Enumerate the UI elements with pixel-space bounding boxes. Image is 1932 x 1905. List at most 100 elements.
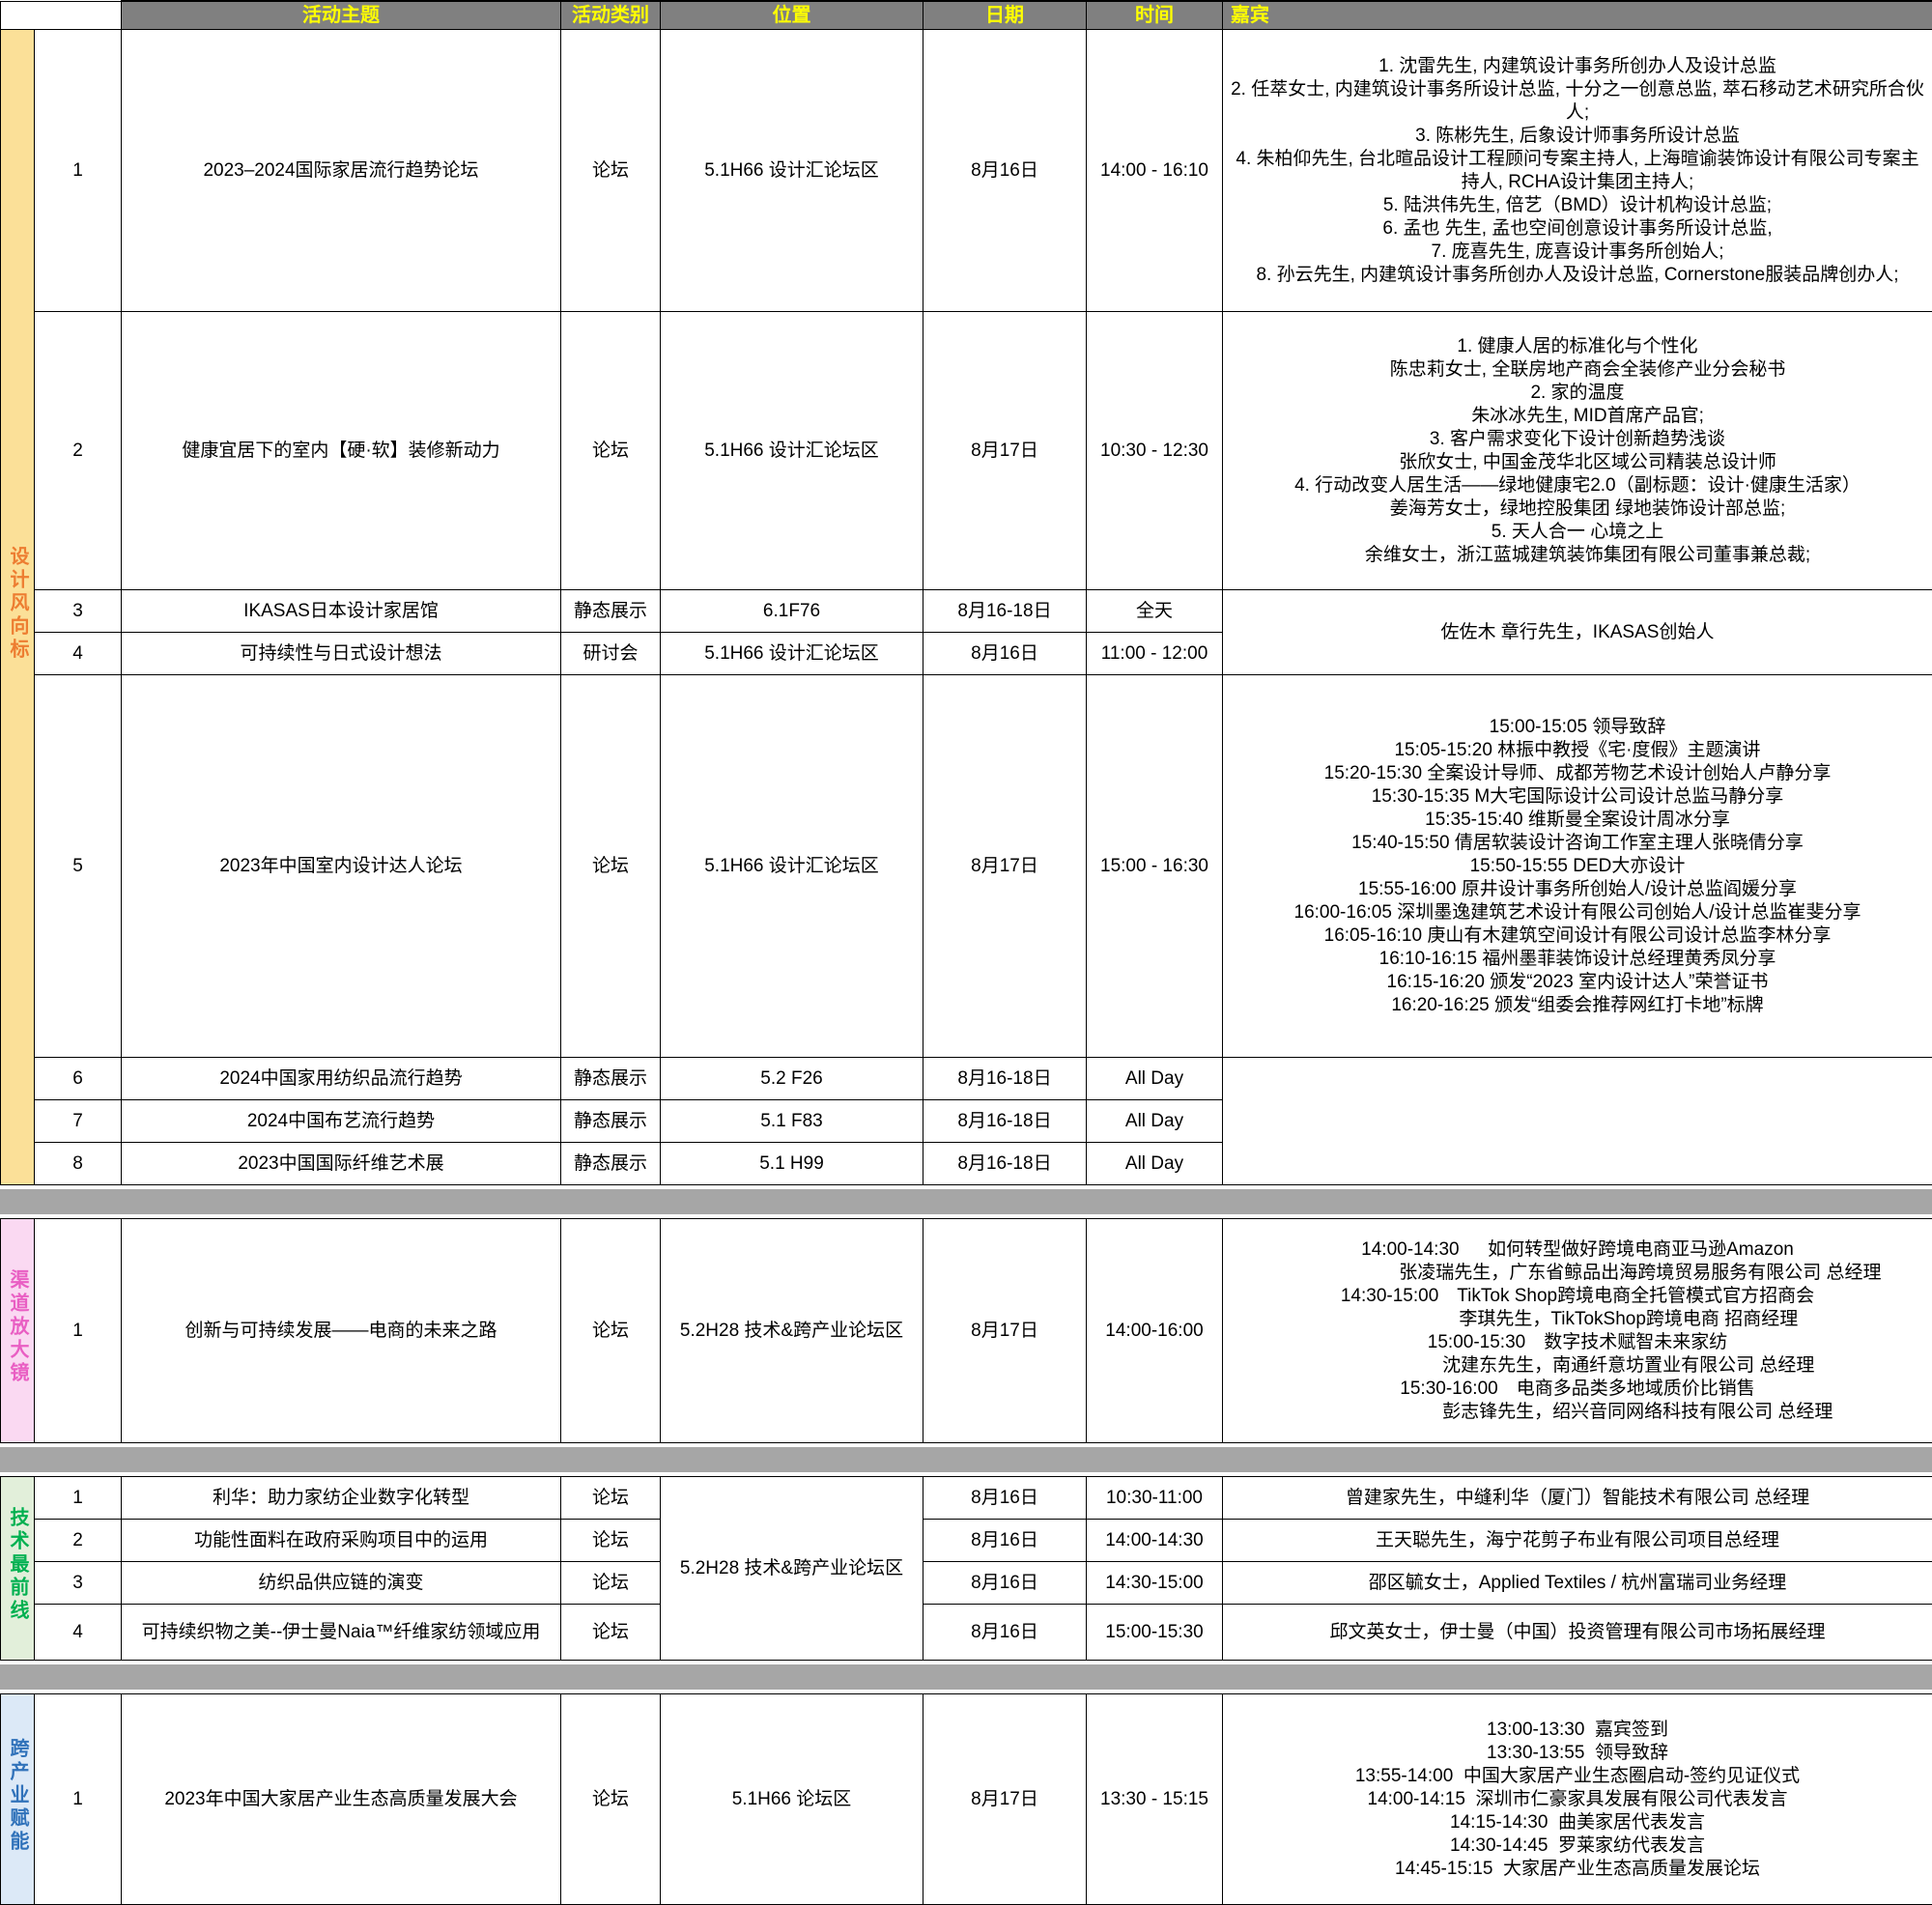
event-theme: 2023年中国大家居产业生态高质量发展大会 <box>122 1694 561 1905</box>
event-guests: 15:00-15:05 领导致辞 15:05-15:20 林振中教授《宅·度假》… <box>1223 675 1932 1058</box>
event-time: All Day <box>1087 1143 1223 1185</box>
event-theme: 创新与可持续发展——电商的未来之路 <box>122 1219 561 1443</box>
event-no: 1 <box>35 1477 122 1520</box>
event-theme: 功能性面料在政府采购项目中的运用 <box>122 1520 561 1562</box>
table-row: 2 健康宜居下的室内【硬·软】装修新动力 论坛 5.1H66 设计汇论坛区 8月… <box>1 312 1932 590</box>
table-row: 设计风向标 1 2023–2024国际家居流行趋势论坛 论坛 5.1H66 设计… <box>1 30 1932 312</box>
event-date: 8月17日 <box>923 312 1087 590</box>
event-type: 论坛 <box>561 1520 661 1562</box>
table-row: 渠道放大镜 1 创新与可持续发展——电商的未来之路 论坛 5.2H28 技术&跨… <box>1 1219 1932 1443</box>
event-theme: 2024中国家用纺织品流行趋势 <box>122 1058 561 1100</box>
event-type: 论坛 <box>561 1477 661 1520</box>
event-date: 8月16日 <box>923 1605 1087 1661</box>
event-guests: 14:00-14:30 如何转型做好跨境电商亚马逊Amazon 张凌瑞先生，广东… <box>1223 1219 1932 1443</box>
event-theme: 纺织品供应链的演变 <box>122 1562 561 1605</box>
event-date: 8月17日 <box>923 675 1087 1058</box>
event-theme: 利华：助力家纺企业数字化转型 <box>122 1477 561 1520</box>
header-time: 时间 <box>1087 1 1223 30</box>
header-guests: 嘉宾 <box>1223 1 1932 30</box>
event-no: 3 <box>35 1562 122 1605</box>
section-label-text: 渠道放大镜 <box>6 1269 29 1385</box>
event-time: 15:00-15:30 <box>1087 1605 1223 1661</box>
event-type: 论坛 <box>561 1562 661 1605</box>
event-theme: 2023–2024国际家居流行趋势论坛 <box>122 30 561 312</box>
event-no: 4 <box>35 633 122 675</box>
event-location: 5.2 F26 <box>661 1058 923 1100</box>
event-guests: 邱文英女士，伊士曼（中国）投资管理有限公司市场拓展经理 <box>1223 1605 1932 1661</box>
event-guests: 邵区毓女士，Applied Textiles / 杭州富瑞司业务经理 <box>1223 1562 1932 1605</box>
event-type: 论坛 <box>561 1694 661 1905</box>
event-no: 1 <box>35 1694 122 1905</box>
event-date: 8月16日 <box>923 633 1087 675</box>
event-location: 6.1F76 <box>661 590 923 633</box>
event-time: 10:30-11:00 <box>1087 1477 1223 1520</box>
table-row: 3 纺织品供应链的演变 论坛 8月16日 14:30-15:00 邵区毓女士，A… <box>1 1562 1932 1605</box>
event-no: 6 <box>35 1058 122 1100</box>
event-theme: 健康宜居下的室内【硬·软】装修新动力 <box>122 312 561 590</box>
event-location: 5.1H66 设计汇论坛区 <box>661 675 923 1058</box>
event-location: 5.1H66 设计汇论坛区 <box>661 30 923 312</box>
table-row: 5 2023年中国室内设计达人论坛 论坛 5.1H66 设计汇论坛区 8月17日… <box>1 675 1932 1058</box>
event-type: 研讨会 <box>561 633 661 675</box>
event-type: 论坛 <box>561 312 661 590</box>
event-guests: 13:00-13:30 嘉宾签到 13:30-13:55 领导致辞 13:55-… <box>1223 1694 1932 1905</box>
event-location: 5.2H28 技术&跨产业论坛区 <box>661 1477 923 1661</box>
section-separator <box>0 1664 1932 1690</box>
event-time: 10:30 - 12:30 <box>1087 312 1223 590</box>
section-label-industry: 跨产业赋能 <box>1 1694 35 1905</box>
section-label-text: 设计风向标 <box>6 546 29 662</box>
event-time: 全天 <box>1087 590 1223 633</box>
event-time: 14:00-14:30 <box>1087 1520 1223 1562</box>
event-location: 5.1 H99 <box>661 1143 923 1185</box>
section-label-tech: 技术最前线 <box>1 1477 35 1661</box>
event-no: 8 <box>35 1143 122 1185</box>
event-guests: 1. 健康人居的标准化与个性化 陈忠莉女士, 全联房地产商会全装修产业分会秘书 … <box>1223 312 1932 590</box>
event-time: 11:00 - 12:00 <box>1087 633 1223 675</box>
section-design-table: 活动主题 活动类别 位置 日期 时间 嘉宾 设计风向标 1 2023–2024国… <box>0 0 1932 1185</box>
event-guests: 1. 沈雷先生, 内建筑设计事务所创办人及设计总监 2. 任萃女士, 内建筑设计… <box>1223 30 1932 312</box>
event-date: 8月17日 <box>923 1694 1087 1905</box>
event-time: 13:30 - 15:15 <box>1087 1694 1223 1905</box>
event-theme: 2024中国布艺流行趋势 <box>122 1100 561 1143</box>
event-no: 1 <box>35 1219 122 1443</box>
event-type: 论坛 <box>561 1605 661 1661</box>
event-location: 5.1H66 论坛区 <box>661 1694 923 1905</box>
section-label-text: 技术最前线 <box>6 1507 29 1623</box>
event-time: All Day <box>1087 1058 1223 1100</box>
table-header-row: 活动主题 活动类别 位置 日期 时间 嘉宾 <box>1 1 1932 30</box>
event-date: 8月16-18日 <box>923 1143 1087 1185</box>
event-date: 8月17日 <box>923 1219 1087 1443</box>
table-row: 跨产业赋能 1 2023年中国大家居产业生态高质量发展大会 论坛 5.1H66 … <box>1 1694 1932 1905</box>
event-location: 5.1H66 设计汇论坛区 <box>661 633 923 675</box>
section-label-text: 跨产业赋能 <box>6 1738 29 1854</box>
event-theme: IKASAS日本设计家居馆 <box>122 590 561 633</box>
section-label-design: 设计风向标 <box>1 30 35 1185</box>
event-time: 14:30-15:00 <box>1087 1562 1223 1605</box>
event-no: 4 <box>35 1605 122 1661</box>
event-no: 7 <box>35 1100 122 1143</box>
event-time: 14:00 - 16:10 <box>1087 30 1223 312</box>
table-row: 4 可持续织物之美--伊士曼Naia™纤维家纺领域应用 论坛 8月16日 15:… <box>1 1605 1932 1661</box>
event-type: 静态展示 <box>561 590 661 633</box>
event-no: 1 <box>35 30 122 312</box>
header-type: 活动类别 <box>561 1 661 30</box>
event-guests: 曾建家先生，中缝利华（厦门）智能技术有限公司 总经理 <box>1223 1477 1932 1520</box>
event-theme: 可持续性与日式设计想法 <box>122 633 561 675</box>
event-type: 静态展示 <box>561 1058 661 1100</box>
event-type: 静态展示 <box>561 1100 661 1143</box>
event-guests: 王天聪先生，海宁花剪子布业有限公司项目总经理 <box>1223 1520 1932 1562</box>
section-separator <box>0 1189 1932 1214</box>
table-row: 2 功能性面料在政府采购项目中的运用 论坛 8月16日 14:00-14:30 … <box>1 1520 1932 1562</box>
header-blank-cell <box>1 1 122 30</box>
event-date: 8月16日 <box>923 1562 1087 1605</box>
event-theme: 2023中国国际纤维艺术展 <box>122 1143 561 1185</box>
event-guests: 佐佐木 章行先生，IKASAS创始人 <box>1223 590 1932 675</box>
header-date: 日期 <box>923 1 1087 30</box>
table-row: 6 2024中国家用纺织品流行趋势 静态展示 5.2 F26 8月16-18日 … <box>1 1058 1932 1100</box>
event-date: 8月16-18日 <box>923 590 1087 633</box>
event-no: 3 <box>35 590 122 633</box>
event-guests <box>1223 1058 1932 1185</box>
event-type: 论坛 <box>561 675 661 1058</box>
event-time: 15:00 - 16:30 <box>1087 675 1223 1058</box>
